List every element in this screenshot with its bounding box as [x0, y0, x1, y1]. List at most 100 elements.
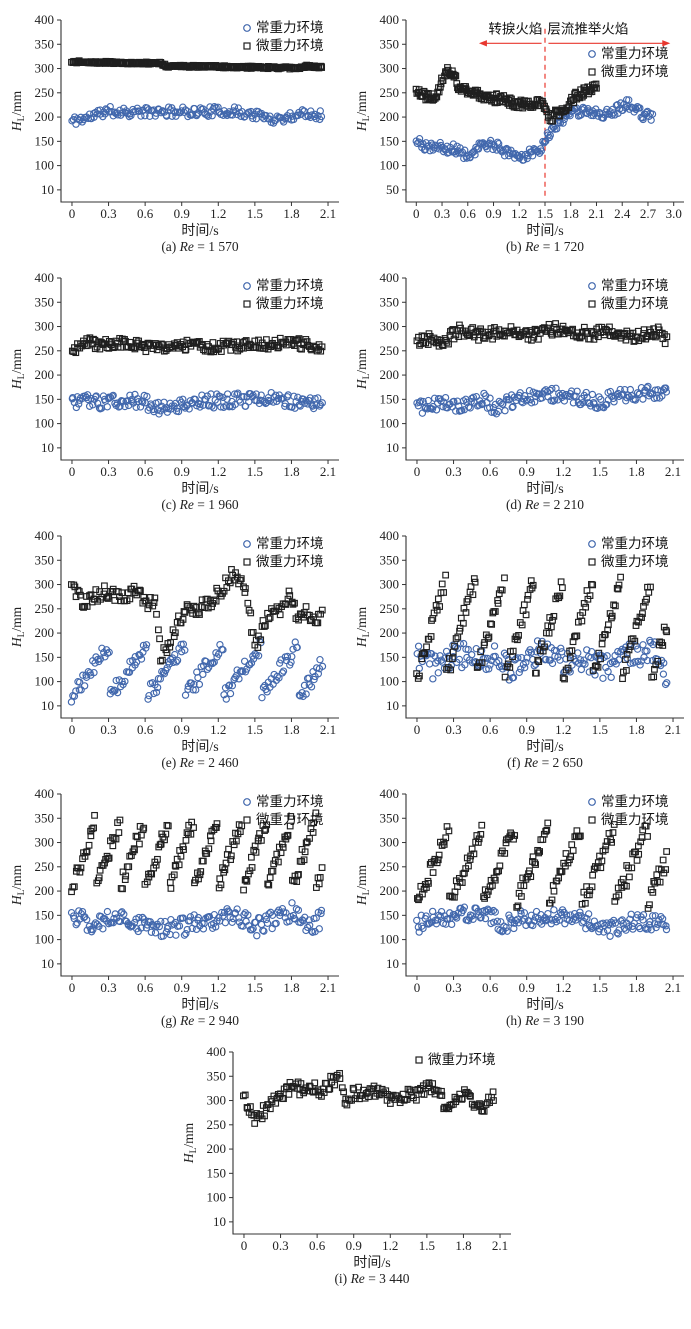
- legend-label: 常重力环境: [601, 536, 669, 551]
- x-axis-label: 时间/s: [181, 481, 218, 497]
- y-axis-label: HL/mm: [354, 864, 372, 906]
- x-tick-label: 0.9: [485, 206, 501, 221]
- x-tick-label: 1.8: [628, 980, 644, 995]
- subplot-d: 400 350 300 250 200 150 100 10 0 0.3 0.6 0.9 1.2 1.5 1…: [346, 260, 691, 518]
- tick-marks: [401, 277, 674, 464]
- legend-circle-icon: [242, 798, 251, 806]
- subplot-i: 400 350 300 250 200 150 100 10 0 0.3 0.6 0.9 1.2 1.5 1…: [173, 1034, 518, 1292]
- subplot-a: 400 350 300 250 200 150 100 10 0 0.3 0.6 0.9 1.2 1.5 1…: [1, 2, 346, 260]
- subplot-h: 400 350 300 250 200 150 100 10 0 0.3 0.6 0.9 1.2 1.5 1…: [346, 776, 691, 1034]
- x-axis-label: 时间/s: [526, 223, 563, 239]
- y-tick-label: 350: [379, 552, 399, 567]
- legend-circle-icon: [587, 798, 596, 806]
- caption-d: (d) Re = 2 210: [505, 497, 583, 512]
- legend: 微重力环境: [415, 1052, 496, 1067]
- y-tick-label: 50: [386, 182, 399, 197]
- y-tick-label: 10: [386, 440, 399, 455]
- legend-square-icon: [587, 68, 596, 76]
- x-tick-label: 0.9: [173, 980, 189, 995]
- series-normal-gravity: [68, 388, 326, 418]
- y-tick-label: 250: [379, 85, 399, 100]
- y-axis-label: HL/mm: [9, 864, 27, 906]
- series-microgravity: [67, 809, 325, 896]
- x-tick-label: 0.9: [518, 722, 534, 737]
- y-tick-label: 350: [379, 36, 399, 51]
- y-tick-label: 200: [379, 883, 399, 898]
- x-tick-label: 0.6: [137, 206, 154, 221]
- y-tick-label: 200: [34, 883, 54, 898]
- x-tick-label: 1.5: [246, 980, 262, 995]
- legend-circle-icon: [242, 282, 251, 290]
- y-tick-label: 400: [34, 270, 54, 285]
- x-tick-label: 1.8: [628, 464, 644, 479]
- legend-label: 常重力环境: [256, 20, 324, 35]
- y-tick-label: 350: [34, 552, 54, 567]
- axes: [59, 278, 339, 461]
- caption-h: (h) Re = 3 190: [505, 1013, 583, 1028]
- series-normal-gravity: [412, 382, 670, 418]
- y-tick-label: 250: [34, 343, 54, 358]
- legend-label: 常重力环境: [256, 536, 324, 551]
- tick-marks: [56, 19, 329, 206]
- caption-g: (g) Re = 2 940: [160, 1013, 238, 1028]
- legend-label: 常重力环境: [601, 46, 669, 61]
- y-tick-label: 400: [207, 1044, 227, 1059]
- y-tick-label: 10: [386, 956, 399, 971]
- x-tick-label: 1.8: [283, 464, 299, 479]
- x-tick-label: 1.5: [591, 980, 607, 995]
- x-tick-label: 2.1: [319, 464, 335, 479]
- x-tick-label: 1.8: [455, 1238, 471, 1253]
- legend-label: 常重力环境: [256, 278, 324, 293]
- tick-marks: [56, 793, 329, 980]
- x-tick-label: 0.6: [137, 464, 154, 479]
- y-axis-label: HL/mm: [354, 90, 372, 132]
- y-tick-label: 400: [34, 786, 54, 801]
- x-tick-label: 0.9: [518, 464, 534, 479]
- y-axis-label: HL/mm: [181, 1122, 199, 1164]
- series-normal-gravity: [67, 635, 326, 706]
- series-normal-gravity: [67, 102, 325, 128]
- x-axis-label: 时间/s: [353, 1255, 390, 1271]
- x-tick-label: 0.3: [100, 206, 116, 221]
- y-tick-label: 300: [379, 61, 399, 76]
- x-tick-label: 0.6: [309, 1238, 326, 1253]
- axes: [404, 278, 684, 461]
- legend-label: 微重力环境: [256, 296, 324, 311]
- y-tick-label: 250: [34, 85, 54, 100]
- y-tick-label: 200: [379, 625, 399, 640]
- x-tick-label: 0.3: [100, 722, 116, 737]
- x-axis-label: 时间/s: [181, 997, 218, 1013]
- annotation-flame-regimes: 转捩火焰 层流推举火焰: [478, 22, 670, 199]
- legend-label: 微重力环境: [601, 554, 669, 569]
- y-tick-label: 250: [207, 1117, 227, 1132]
- x-tick-label: 0.9: [173, 206, 189, 221]
- x-tick-label: 1.5: [246, 722, 262, 737]
- x-tick-label: 1.5: [591, 722, 607, 737]
- axes: [404, 536, 684, 719]
- x-tick-label: 0: [68, 206, 75, 221]
- y-tick-label: 200: [207, 1141, 227, 1156]
- axes: [404, 794, 684, 977]
- subplot-g: 400 350 300 250 200 150 100 10 0 0.3 0.6 0.9 1.2 1.5 1…: [1, 776, 346, 1034]
- series-microgravity: [240, 1069, 497, 1127]
- x-axis-label: 时间/s: [526, 997, 563, 1013]
- y-tick-label: 10: [41, 698, 54, 713]
- y-tick-label: 350: [34, 810, 54, 825]
- x-tick-label: 0: [68, 464, 75, 479]
- legend-label: 常重力环境: [601, 278, 669, 293]
- x-tick-label: 2.4: [614, 206, 631, 221]
- tick-marks: [56, 535, 329, 722]
- y-tick-label: 300: [379, 835, 399, 850]
- caption-i: (i) Re = 3 440: [334, 1271, 409, 1286]
- y-tick-label: 400: [379, 528, 399, 543]
- y-tick-label: 400: [34, 528, 54, 543]
- axes: [59, 794, 339, 977]
- y-axis-label: HL/mm: [354, 606, 372, 648]
- legend-square-icon: [242, 42, 251, 50]
